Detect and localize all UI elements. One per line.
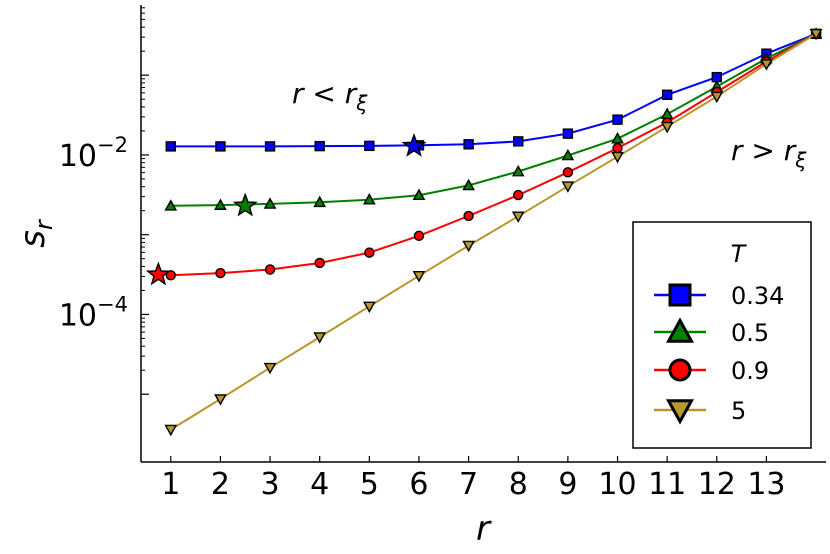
data-point <box>214 394 227 406</box>
data-point <box>462 240 475 253</box>
x-axis-label: r <box>476 509 492 549</box>
data-point <box>660 121 674 134</box>
data-point <box>660 107 674 119</box>
legend-entry: 0.34 <box>654 282 784 310</box>
data-point <box>513 136 524 147</box>
series-line <box>170 32 817 148</box>
data-point <box>215 141 226 152</box>
legend-marker <box>665 317 695 343</box>
data-point <box>562 128 574 139</box>
data-point <box>463 210 474 222</box>
data-point <box>511 164 525 177</box>
series-0.9 <box>145 28 822 286</box>
legend: T 0.34 0.5 0.9 5 <box>632 221 812 449</box>
series-line <box>170 32 817 277</box>
data-point <box>612 114 623 125</box>
data-point <box>214 198 227 210</box>
data-point <box>165 270 176 281</box>
x-tick-label: 13 <box>747 467 785 502</box>
series-line <box>170 32 817 207</box>
data-point <box>612 142 623 154</box>
legend-entry: 5 <box>654 397 746 425</box>
legend-entries: 0.34 0.5 0.9 5 <box>654 282 784 425</box>
y-axis-label: sr <box>13 218 58 248</box>
legend-marker <box>668 358 692 382</box>
legend-box <box>632 221 812 449</box>
crossover-star <box>401 132 427 157</box>
data-point <box>364 247 375 258</box>
data-point <box>463 139 474 150</box>
data-point <box>164 424 178 437</box>
legend-label: 0.9 <box>731 357 769 385</box>
data-point <box>313 332 327 344</box>
y-tick-label: 10−2 <box>59 133 128 174</box>
legend-marker <box>665 399 695 425</box>
x-tick-label: 2 <box>211 467 230 502</box>
x-tick-label: 7 <box>459 467 478 502</box>
annotation-right: r > rξ <box>731 134 807 172</box>
data-point <box>364 140 375 152</box>
annotation-left: r < rξ <box>292 77 368 115</box>
data-point <box>164 199 178 211</box>
legend-label: 0.5 <box>731 319 769 347</box>
data-point <box>513 189 524 201</box>
data-point <box>263 197 277 209</box>
data-point <box>314 257 325 269</box>
data-point <box>561 148 575 161</box>
data-point <box>611 132 624 144</box>
legend-label: 0.34 <box>731 282 784 310</box>
data-point <box>215 267 226 279</box>
data-point <box>412 188 426 201</box>
y-tick-label: 10−4 <box>59 292 128 333</box>
data-point <box>462 178 475 191</box>
x-tick-label: 1 <box>161 467 180 502</box>
data-point <box>264 141 276 152</box>
crossover-star <box>145 261 171 286</box>
x-tick-label: 11 <box>648 467 686 502</box>
series-line <box>170 32 817 431</box>
crossover-star <box>232 192 258 217</box>
data-point <box>362 193 376 205</box>
data-point <box>809 28 823 41</box>
data-point <box>413 230 425 242</box>
data-point <box>710 91 724 104</box>
x-tick-label: 6 <box>409 467 428 502</box>
series-5 <box>164 28 823 437</box>
data-point <box>511 211 525 223</box>
data-point <box>412 270 426 283</box>
data-point <box>661 89 673 100</box>
series-0.5 <box>164 27 823 217</box>
legend-entry: 0.9 <box>654 357 769 385</box>
x-tick-label: 10 <box>598 467 636 502</box>
data-point <box>263 362 277 375</box>
data-point <box>165 141 176 152</box>
data-point <box>264 264 276 275</box>
data-point <box>562 167 574 178</box>
x-tick-label: 3 <box>261 467 280 502</box>
x-tick-label: 8 <box>509 467 528 502</box>
data-point <box>760 59 773 71</box>
data-point <box>362 301 376 314</box>
data-point <box>561 181 575 193</box>
x-tick-label: 4 <box>310 467 329 502</box>
legend-entry: 0.5 <box>654 317 769 347</box>
data-point <box>314 140 325 152</box>
legend-title: T <box>731 240 748 268</box>
legend-marker <box>668 283 692 307</box>
x-tick-label: 5 <box>360 467 379 502</box>
x-tick-label: 12 <box>698 467 736 502</box>
x-tick-label: 9 <box>558 467 577 502</box>
legend-label: 5 <box>731 397 746 425</box>
data-point <box>313 195 327 208</box>
data-point <box>611 151 624 164</box>
series-layer <box>145 27 823 437</box>
